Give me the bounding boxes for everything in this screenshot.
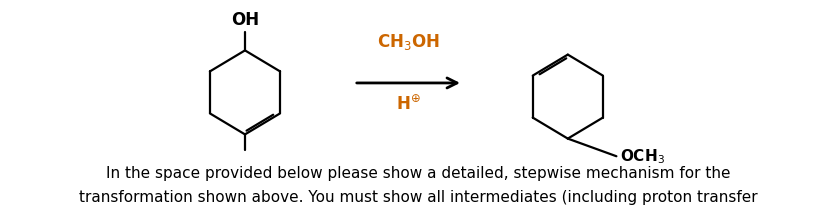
Text: H$^{\oplus}$: H$^{\oplus}$ — [396, 96, 421, 114]
Text: transformation shown above. You must show all intermediates (including proton tr: transformation shown above. You must sho… — [79, 190, 757, 205]
Text: In the space provided below please show a detailed, stepwise mechanism for the: In the space provided below please show … — [106, 166, 730, 181]
Text: OCH$_3$: OCH$_3$ — [619, 147, 665, 166]
Text: CH$_3$OH: CH$_3$OH — [377, 32, 440, 52]
Text: OH: OH — [231, 11, 258, 29]
